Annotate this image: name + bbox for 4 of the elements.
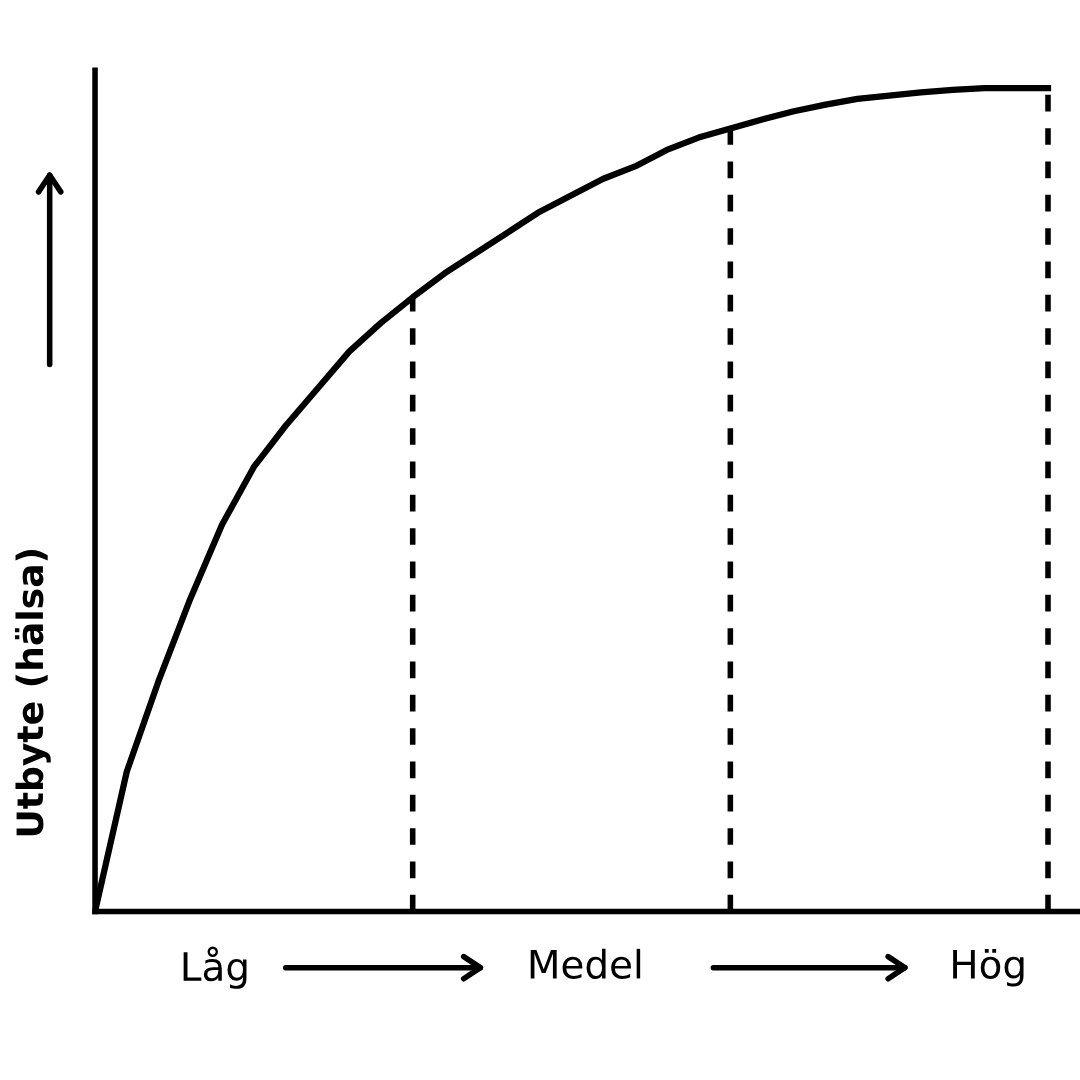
text: Medel	[530, 948, 641, 979]
text: Hög	[953, 948, 1024, 987]
y-axis-title: Utbyte (hälsa)	[14, 550, 51, 836]
text: Låg	[183, 946, 247, 989]
